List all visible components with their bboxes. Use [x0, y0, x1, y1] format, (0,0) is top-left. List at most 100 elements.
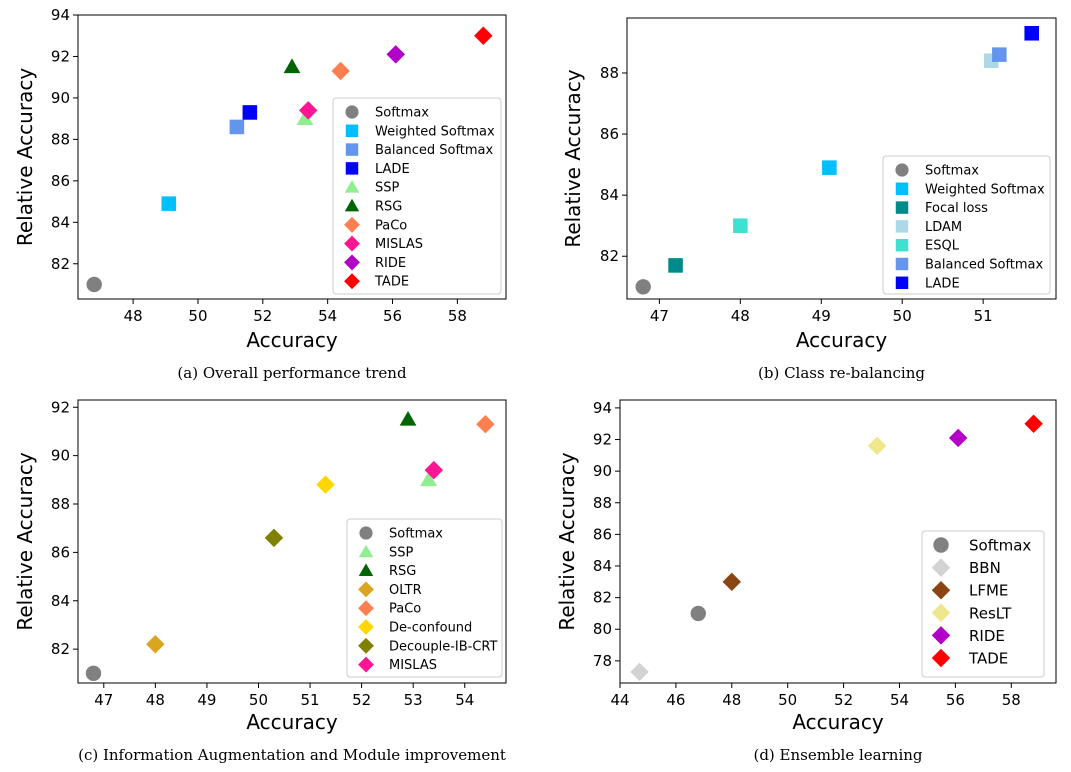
legend-label: PaCo: [389, 602, 421, 617]
y-tick-label: 82: [51, 255, 70, 273]
data-point-mislas: [298, 101, 318, 120]
legend-marker: [895, 163, 909, 177]
x-axis-label: Accuracy: [246, 328, 337, 352]
chart-caption: (d) Ensemble learning: [753, 746, 922, 764]
y-tick-label: 88: [600, 64, 619, 82]
x-tick-label: 50: [778, 691, 797, 709]
legend-marker: [344, 235, 360, 252]
legend-label: ESQL: [925, 239, 960, 254]
x-tick-label: 58: [448, 307, 467, 325]
chart-panel-2: 47 48 49 50 51 82 84 86 88 Accuracy Relative Accur…: [561, 17, 1057, 382]
legend-marker: [344, 254, 360, 271]
legend-label: MISLAS: [375, 237, 423, 252]
y-tick-label: 90: [51, 447, 70, 465]
data-point-softmax: [86, 276, 102, 293]
legend-label: Decouple-IB-CRT: [389, 639, 498, 654]
legend-marker: [895, 238, 909, 252]
y-tick-label: 90: [593, 462, 612, 480]
y-tick-label: 80: [593, 620, 612, 638]
legend: Softmax Weighted Softmax Focal loss LDAM ESQ…: [882, 155, 1051, 295]
data-point-weighted-softmax: [822, 160, 837, 175]
y-tick-label: 86: [600, 125, 619, 143]
y-tick-label: 84: [51, 592, 70, 610]
y-tick-label: 84: [600, 186, 619, 204]
legend-label: LDAM: [925, 220, 962, 235]
legend-box: [882, 155, 1051, 295]
data-point-ride: [948, 428, 968, 448]
legend-marker: [344, 216, 360, 233]
data-point-balanced-softmax: [229, 119, 245, 135]
legend-marker: [358, 544, 374, 558]
x-axis-label: Accuracy: [796, 328, 887, 352]
data-point-tade: [474, 26, 493, 45]
data-point-balanced-softmax: [992, 47, 1007, 62]
data-point-paco: [331, 61, 350, 81]
legend-marker: [933, 537, 949, 553]
x-tick-label: 52: [352, 691, 371, 709]
legend-label: De-confound: [389, 621, 472, 636]
x-tick-label: 51: [301, 691, 320, 709]
legend-label: Softmax: [969, 537, 1031, 555]
legend-box: [332, 97, 502, 295]
y-axis-label: Relative Accuracy: [13, 68, 37, 246]
legend: Softmax Weighted Softmax Balanced Softmax L…: [332, 97, 502, 295]
y-tick-label: 84: [51, 213, 70, 231]
y-tick-label: 92: [51, 47, 70, 65]
legend-label: RSG: [375, 200, 402, 215]
legend-marker: [345, 143, 359, 156]
data-point-paco: [476, 414, 495, 434]
chart-panel-3: 47 48 49 50 51 52 53 54 82 84 86 88 90 92 Accuracy Rela…: [13, 398, 507, 764]
data-point-reslt: [867, 436, 887, 456]
legend-marker: [345, 124, 359, 138]
legend-label: RSG: [389, 564, 416, 579]
data-point-mislas: [424, 460, 444, 480]
legend-marker: [358, 581, 374, 598]
legend-box: [921, 530, 1045, 678]
x-tick-label: 47: [94, 691, 113, 709]
data-point-decouple-ib-crt: [264, 528, 284, 548]
legend-marker: [358, 600, 374, 617]
x-tick-label: 52: [834, 691, 853, 709]
data-point-de-confound: [316, 475, 335, 494]
plot-frame: [77, 399, 507, 684]
x-axis-label: Accuracy: [246, 710, 337, 734]
data-point-lade: [242, 105, 258, 120]
legend-label: LFME: [969, 582, 1008, 600]
legend-marker: [345, 162, 359, 175]
plot-frame: [619, 399, 1057, 684]
legend-label: Weighted Softmax: [375, 124, 495, 139]
plot-frame: [77, 14, 507, 300]
legend-label: PaCo: [375, 218, 407, 233]
x-tick-label: 48: [731, 307, 750, 325]
x-tick-label: 47: [650, 307, 669, 325]
y-tick-label: 90: [51, 89, 70, 107]
y-tick-label: 94: [51, 6, 70, 24]
data-point-ride: [386, 45, 405, 64]
legend-marker: [895, 220, 909, 233]
legend-marker: [344, 180, 360, 193]
x-tick-label: 52: [253, 307, 272, 325]
chart-caption: (c) Information Augmentation and Module …: [78, 746, 506, 764]
y-tick-label: 92: [51, 398, 70, 416]
legend-label: SSP: [389, 545, 414, 560]
x-tick-label: 49: [197, 691, 216, 709]
y-tick-label: 84: [593, 557, 612, 575]
y-tick-label: 88: [51, 130, 70, 148]
plot-frame: [626, 17, 1057, 300]
y-axis-label: Relative Accuracy: [561, 69, 585, 247]
legend-marker: [344, 198, 360, 212]
x-tick-label: 58: [1002, 691, 1021, 709]
y-tick-label: 86: [51, 172, 70, 190]
data-point-ssp: [420, 471, 438, 487]
x-tick-label: 50: [893, 307, 912, 325]
legend-label: Softmax: [375, 106, 429, 121]
legend: Softmax SSP RSG OLTR PaCo De-confound Decouple…: [346, 518, 503, 678]
y-axis-label: Relative Accuracy: [555, 452, 579, 630]
x-tick-label: 48: [722, 691, 741, 709]
x-tick-label: 54: [455, 691, 474, 709]
legend-marker: [344, 273, 360, 290]
chart-caption: (b) Class re-balancing: [758, 364, 925, 382]
legend-label: Balanced Softmax: [925, 258, 1044, 273]
chart-panel-4: 44 46 48 50 52 54 56 58 78 80 82 84 86 88 90 92 94 Accura…: [555, 399, 1057, 764]
